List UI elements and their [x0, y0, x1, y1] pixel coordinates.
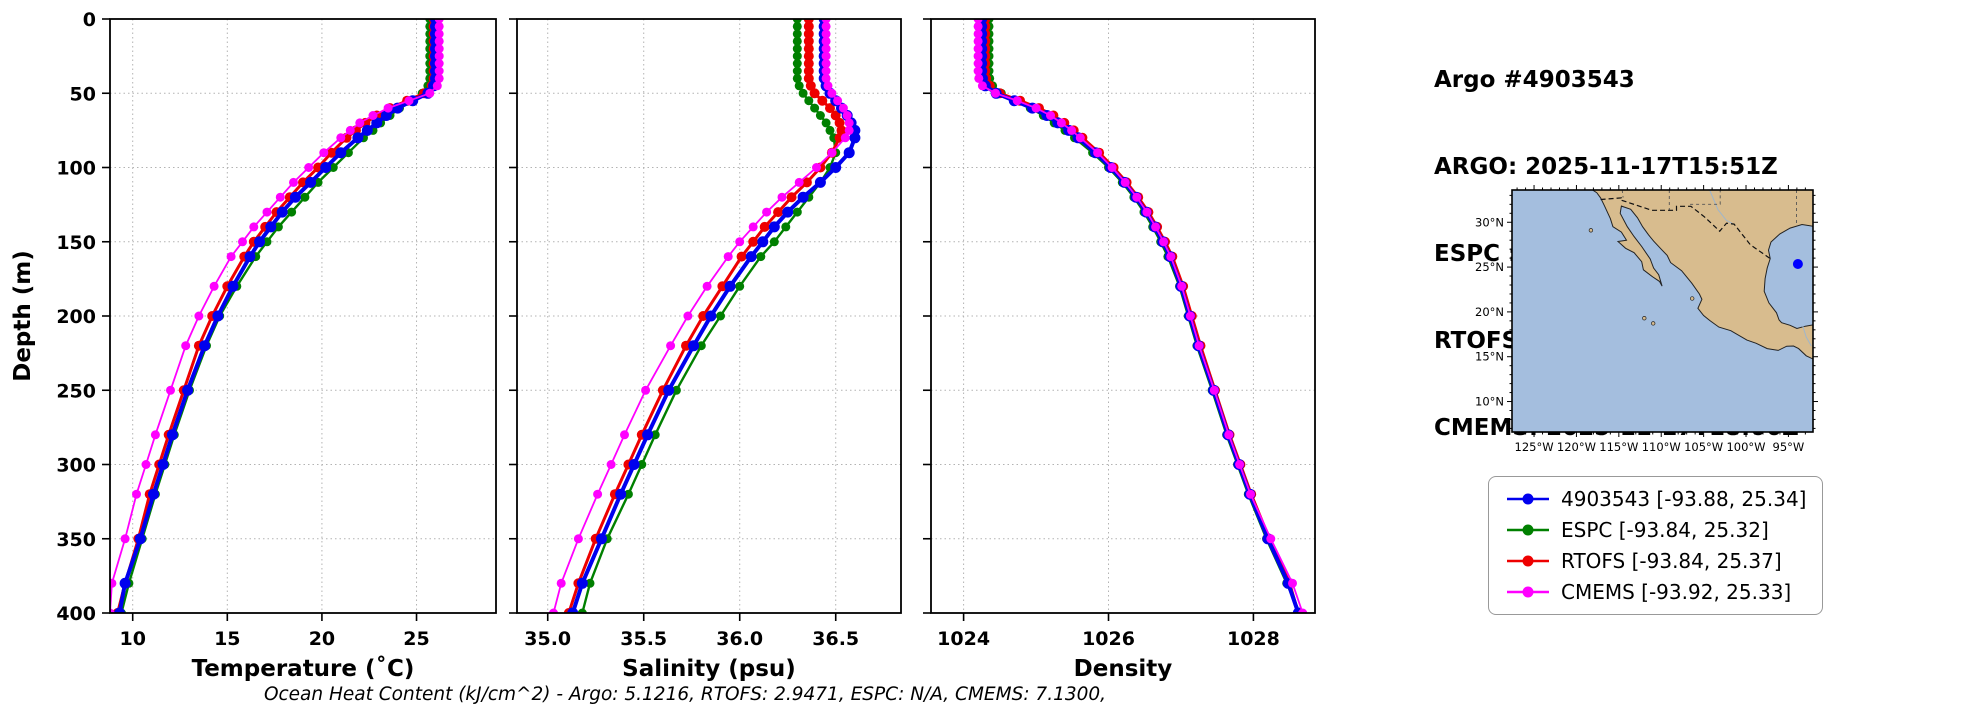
- svg-text:125°W: 125°W: [1515, 440, 1554, 454]
- temperature-panel: 10 15 20 25050100150200250300350400Temperat…: [56, 9, 497, 682]
- svg-text:110°W: 110°W: [1642, 440, 1681, 454]
- float-location-marker: [1792, 259, 1803, 269]
- svg-text:200: 200: [56, 306, 96, 328]
- svg-text:115°W: 115°W: [1599, 440, 1638, 454]
- legend-label-argo: 4903543 [-93.88, 25.34]: [1561, 487, 1807, 511]
- svg-text:120°W: 120°W: [1557, 440, 1596, 454]
- svg-text:350: 350: [56, 529, 96, 551]
- profile-charts: 10 15 20 25050100150200250300350400Temperat…: [10, 9, 1316, 682]
- svg-text:36.5: 36.5: [812, 628, 859, 650]
- svg-text:20°N: 20°N: [1475, 305, 1504, 319]
- svg-text:35.0: 35.0: [524, 628, 571, 650]
- legend-label-espc: ESPC [-93.84, 25.32]: [1561, 518, 1769, 542]
- argo-timestamp: ARGO: 2025-11-17T15:51Z: [1434, 154, 1778, 180]
- legend-item-rtofs: RTOFS [-93.84, 25.37]: [1505, 549, 1806, 573]
- legend-item-argo: 4903543 [-93.88, 25.34]: [1505, 487, 1806, 511]
- temperature-axis-label: Temperature (˚C): [192, 655, 415, 682]
- density-axes-frame: [930, 18, 1316, 614]
- density-axis-label: Density: [1074, 656, 1173, 682]
- temperature-line-espc: [120, 19, 431, 613]
- location-map: 125°W 120°W 115°W 110°W 105°W 100°W 95°W 10°N 15…: [1475, 185, 1818, 454]
- svg-text:1026: 1026: [1082, 628, 1135, 650]
- svg-text:15: 15: [214, 628, 240, 650]
- legend-marker-rtofs-icon: [1507, 555, 1549, 567]
- svg-text:95°W: 95°W: [1773, 440, 1805, 454]
- svg-text:150: 150: [56, 232, 96, 254]
- float-title: Argo #4903543: [1434, 67, 1635, 93]
- svg-text:105°W: 105°W: [1684, 440, 1723, 454]
- legend-label-rtofs: RTOFS [-93.84, 25.37]: [1561, 549, 1782, 573]
- svg-text:25: 25: [403, 628, 429, 650]
- svg-text:36.0: 36.0: [716, 628, 763, 650]
- legend-label-cmems: CMEMS [-93.92, 25.33]: [1561, 580, 1792, 604]
- svg-text:30°N: 30°N: [1475, 215, 1504, 229]
- svg-text:100°W: 100°W: [1726, 440, 1765, 454]
- legend: 4903543 [-93.88, 25.34] ESPC [-93.84, 25…: [1488, 476, 1824, 615]
- legend-marker-argo-icon: [1507, 493, 1549, 505]
- legend-marker-espc-icon: [1507, 524, 1549, 536]
- legend-item-cmems: CMEMS [-93.92, 25.33]: [1505, 580, 1806, 604]
- density-panel: 1024 1026 1028 Density: [923, 18, 1316, 682]
- salinity-axis-label: Salinity (psu): [622, 656, 796, 682]
- svg-text:10°N: 10°N: [1475, 395, 1504, 409]
- svg-text:400: 400: [56, 603, 96, 625]
- map-frame: [1511, 189, 1814, 433]
- svg-text:100: 100: [56, 158, 96, 180]
- svg-text:250: 250: [56, 380, 96, 402]
- svg-text:300: 300: [56, 455, 96, 477]
- svg-text:25°N: 25°N: [1475, 260, 1504, 274]
- svg-text:0: 0: [83, 9, 96, 31]
- svg-text:20: 20: [309, 628, 335, 650]
- legend-marker-cmems-icon: [1507, 586, 1549, 598]
- svg-text:10: 10: [119, 628, 145, 650]
- svg-text:15°N: 15°N: [1475, 350, 1504, 364]
- svg-text:1024: 1024: [937, 628, 990, 650]
- legend-item-espc: ESPC [-93.84, 25.32]: [1505, 518, 1806, 542]
- salinity-panel: 35.0 35.5 36.0 36.5 Salinity (psu): [509, 18, 902, 682]
- temperature-axes-frame: [109, 18, 497, 614]
- svg-text:50: 50: [70, 83, 96, 105]
- ocean-heat-content-note: Ocean Heat Content (kJ/cm^2) - Argo: 5.1…: [263, 684, 1107, 705]
- svg-text:1028: 1028: [1227, 628, 1280, 650]
- svg-text:35.5: 35.5: [620, 628, 667, 650]
- us-mexico-border: [1600, 197, 1771, 260]
- depth-axis-label: Depth (m): [10, 250, 36, 382]
- map-land: [1591, 190, 1813, 360]
